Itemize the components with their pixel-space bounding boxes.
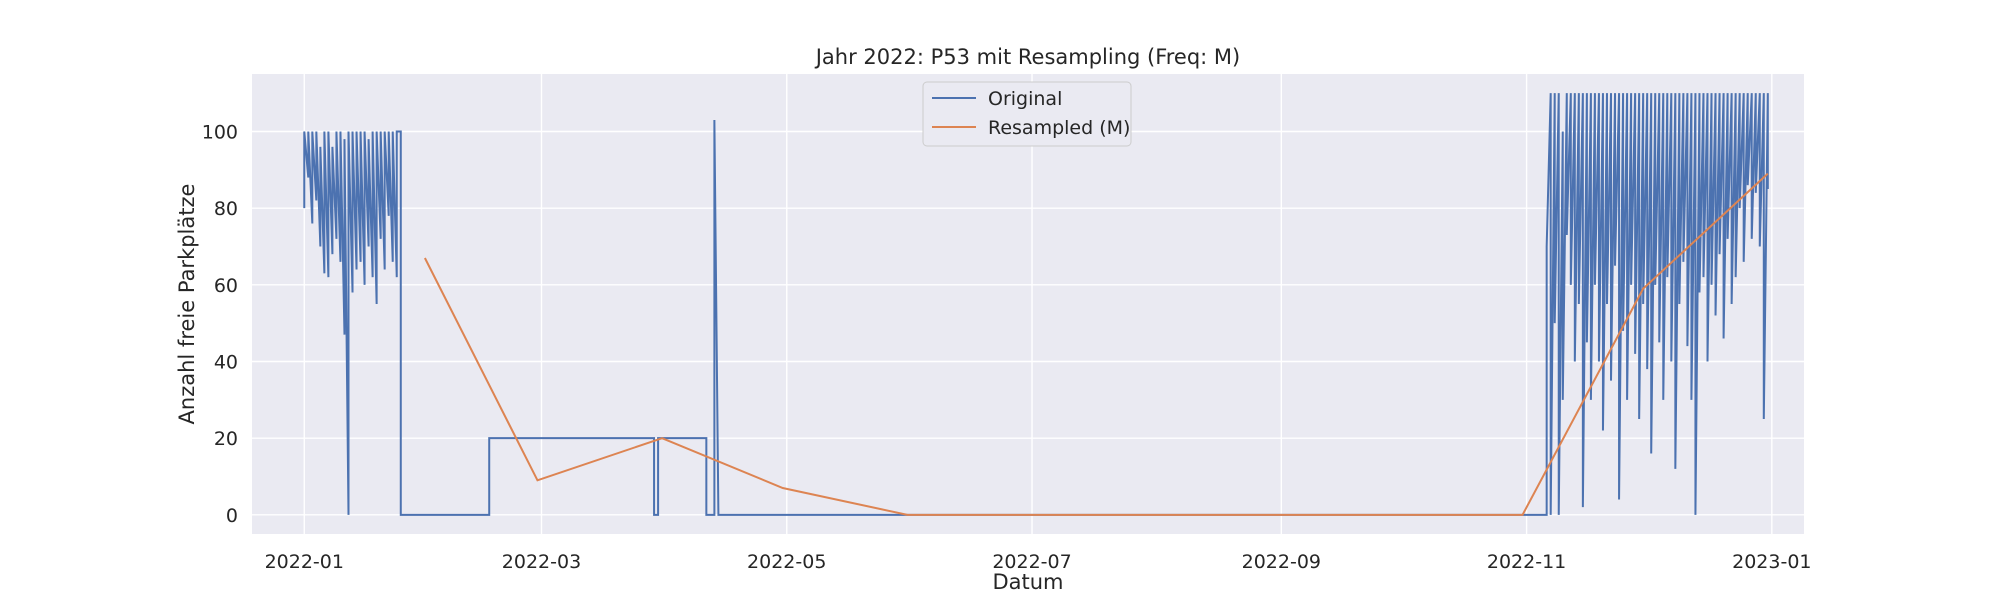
y-axis-label: Anzahl freie Parkplätze — [175, 184, 199, 425]
legend-label-original: Original — [988, 88, 1062, 110]
x-axis-label: Datum — [992, 570, 1063, 594]
x-tick-label: 2022-03 — [502, 551, 581, 573]
y-tick-label: 80 — [214, 198, 238, 220]
legend: Original Resampled (M) — [922, 81, 1132, 147]
x-tick-label: 2022-01 — [265, 551, 344, 573]
legend-label-resampled: Resampled (M) — [988, 117, 1130, 139]
x-tick-label: 2022-05 — [747, 551, 826, 573]
series-line-original — [303, 93, 1769, 516]
x-tick-label: 2022-09 — [1242, 551, 1321, 573]
x-tick-label: 2022-11 — [1487, 551, 1566, 573]
plot-background — [252, 74, 1804, 534]
data-series — [303, 93, 1769, 516]
x-tick-label: 2022-07 — [992, 551, 1071, 573]
series-line-resampled — [423, 172, 1769, 516]
y-tick-label: 0 — [226, 505, 238, 527]
tick-labels: 2022-01 2022-03 2022-05 2022-07 2022-09 2022-… — [202, 122, 1812, 574]
x-tick-label: 2023-01 — [1732, 551, 1811, 573]
y-tick-label: 60 — [214, 275, 238, 297]
y-tick-label: 20 — [214, 428, 238, 450]
chart-title: Jahr 2022: P53 mit Resampling (Freq: M) — [814, 45, 1241, 69]
y-tick-label: 100 — [202, 122, 238, 144]
y-tick-label: 40 — [214, 352, 238, 374]
